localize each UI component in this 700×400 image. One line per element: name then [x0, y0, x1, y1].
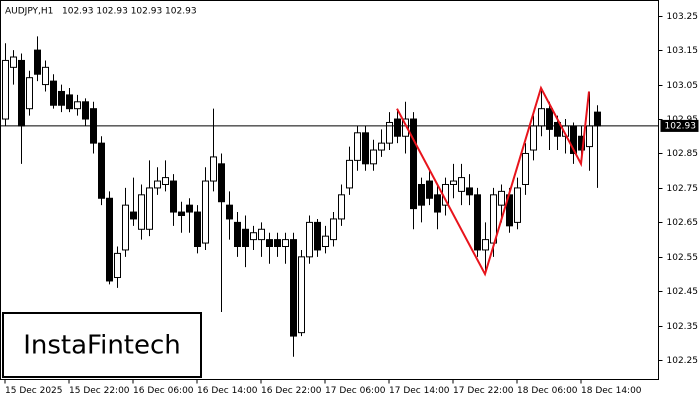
candle-body: [114, 252, 121, 279]
candle-body: [290, 239, 297, 337]
y-tick-label: 103.05: [667, 81, 699, 91]
x-tick-label: 15 Dec 2025: [5, 386, 63, 396]
candle-body: [178, 211, 185, 216]
x-tick-label: 17 Dec 22:00: [453, 386, 514, 396]
candle-body: [514, 187, 521, 223]
candle-body: [74, 101, 81, 110]
y-tick-label: 103.25: [667, 12, 699, 22]
x-tick-label: 16 Dec 06:00: [133, 386, 194, 396]
candle-body: [282, 239, 289, 248]
candle-body: [522, 152, 529, 185]
candle-body: [426, 180, 433, 199]
candle-body: [66, 94, 73, 110]
candle-body: [226, 204, 233, 220]
candle-body: [546, 108, 553, 130]
x-tick-label: 16 Dec 22:00: [261, 386, 322, 396]
candle-body: [466, 187, 473, 196]
candle-body: [106, 197, 113, 282]
candle-body: [50, 80, 57, 106]
candle-body: [418, 183, 425, 206]
candle-body: [354, 132, 361, 161]
candle-body: [130, 211, 137, 220]
candle-body: [298, 256, 305, 334]
candle-body: [498, 190, 505, 206]
candle-body: [314, 221, 321, 251]
candle-body: [474, 194, 481, 251]
quote: 102.93 102.93 102.93 102.93: [62, 7, 197, 17]
y-tick-label: 103.15: [667, 46, 699, 56]
candle-body: [338, 194, 345, 220]
candle-body: [186, 204, 193, 213]
x-tick-label: 15 Dec 22:00: [69, 386, 130, 396]
candle-body: [322, 235, 329, 248]
candle-body: [34, 49, 41, 75]
candle-body: [450, 180, 457, 185]
candle-body: [242, 228, 249, 248]
candle-body: [458, 177, 465, 192]
candle-body: [218, 163, 225, 203]
candle-body: [410, 118, 417, 210]
y-tick-label: 102.25: [667, 356, 699, 366]
candle-body: [586, 125, 593, 148]
candle-body: [42, 66, 49, 86]
brand-logo: InstaFintech: [23, 331, 181, 361]
price-label-box: [660, 119, 699, 132]
candle-body: [578, 135, 585, 151]
y-tick-label: 102.65: [667, 218, 699, 228]
candle-body: [538, 108, 545, 127]
candle-body: [146, 187, 153, 230]
y-tick-label: 102.75: [667, 184, 699, 194]
x-tick-label: 17 Dec 14:00: [389, 386, 450, 396]
candle-body: [162, 177, 169, 185]
candle-body: [18, 59, 25, 127]
x-tick-label: 16 Dec 14:00: [197, 386, 258, 396]
candle-body: [482, 239, 489, 251]
price-label: 102.93: [665, 121, 697, 131]
x-tick-label: 18 Dec 14:00: [581, 386, 642, 396]
candle-body: [362, 132, 369, 165]
y-tick-label: 102.45: [667, 287, 699, 297]
candle-body: [330, 218, 337, 241]
y-tick-label: 102.35: [667, 322, 699, 332]
candle-body: [530, 125, 537, 151]
candle-body: [98, 142, 105, 199]
candle-body: [434, 194, 441, 213]
x-tick-label: 18 Dec 06:00: [517, 386, 578, 396]
candle-body: [82, 101, 89, 120]
pattern-line: [396, 85, 590, 277]
candle-body: [122, 204, 129, 251]
y-tick-label: 102.85: [667, 149, 699, 159]
candle-body: [202, 180, 209, 244]
brand-box: [2, 312, 202, 378]
candle-body: [170, 180, 177, 213]
candle-body: [58, 90, 65, 106]
y-tick-label: 102.55: [667, 253, 699, 263]
candle-body: [194, 211, 201, 248]
candle-body: [402, 118, 409, 137]
candle-body: [554, 121, 561, 137]
candle-body: [10, 56, 17, 68]
candle-body: [266, 239, 273, 248]
candle-body: [378, 142, 385, 151]
candle-body: [594, 111, 601, 127]
candle-body: [370, 149, 377, 165]
candle-body: [26, 77, 33, 110]
candle-body: [386, 121, 393, 144]
candle-body: [138, 194, 145, 230]
candle-body: [234, 221, 241, 248]
candle-body: [274, 239, 281, 248]
x-tick-label: 17 Dec 06:00: [325, 386, 386, 396]
candle-body: [346, 159, 353, 189]
symbol: AUDJPY,H1: [5, 7, 53, 17]
candle-body: [210, 156, 217, 182]
candle-body: [394, 118, 401, 137]
candle-body: [306, 221, 313, 258]
candle-body: [250, 232, 257, 241]
candle-body: [154, 180, 161, 189]
plot-frame: [0, 0, 659, 380]
candle-body: [2, 59, 9, 120]
candle-body: [258, 228, 265, 241]
